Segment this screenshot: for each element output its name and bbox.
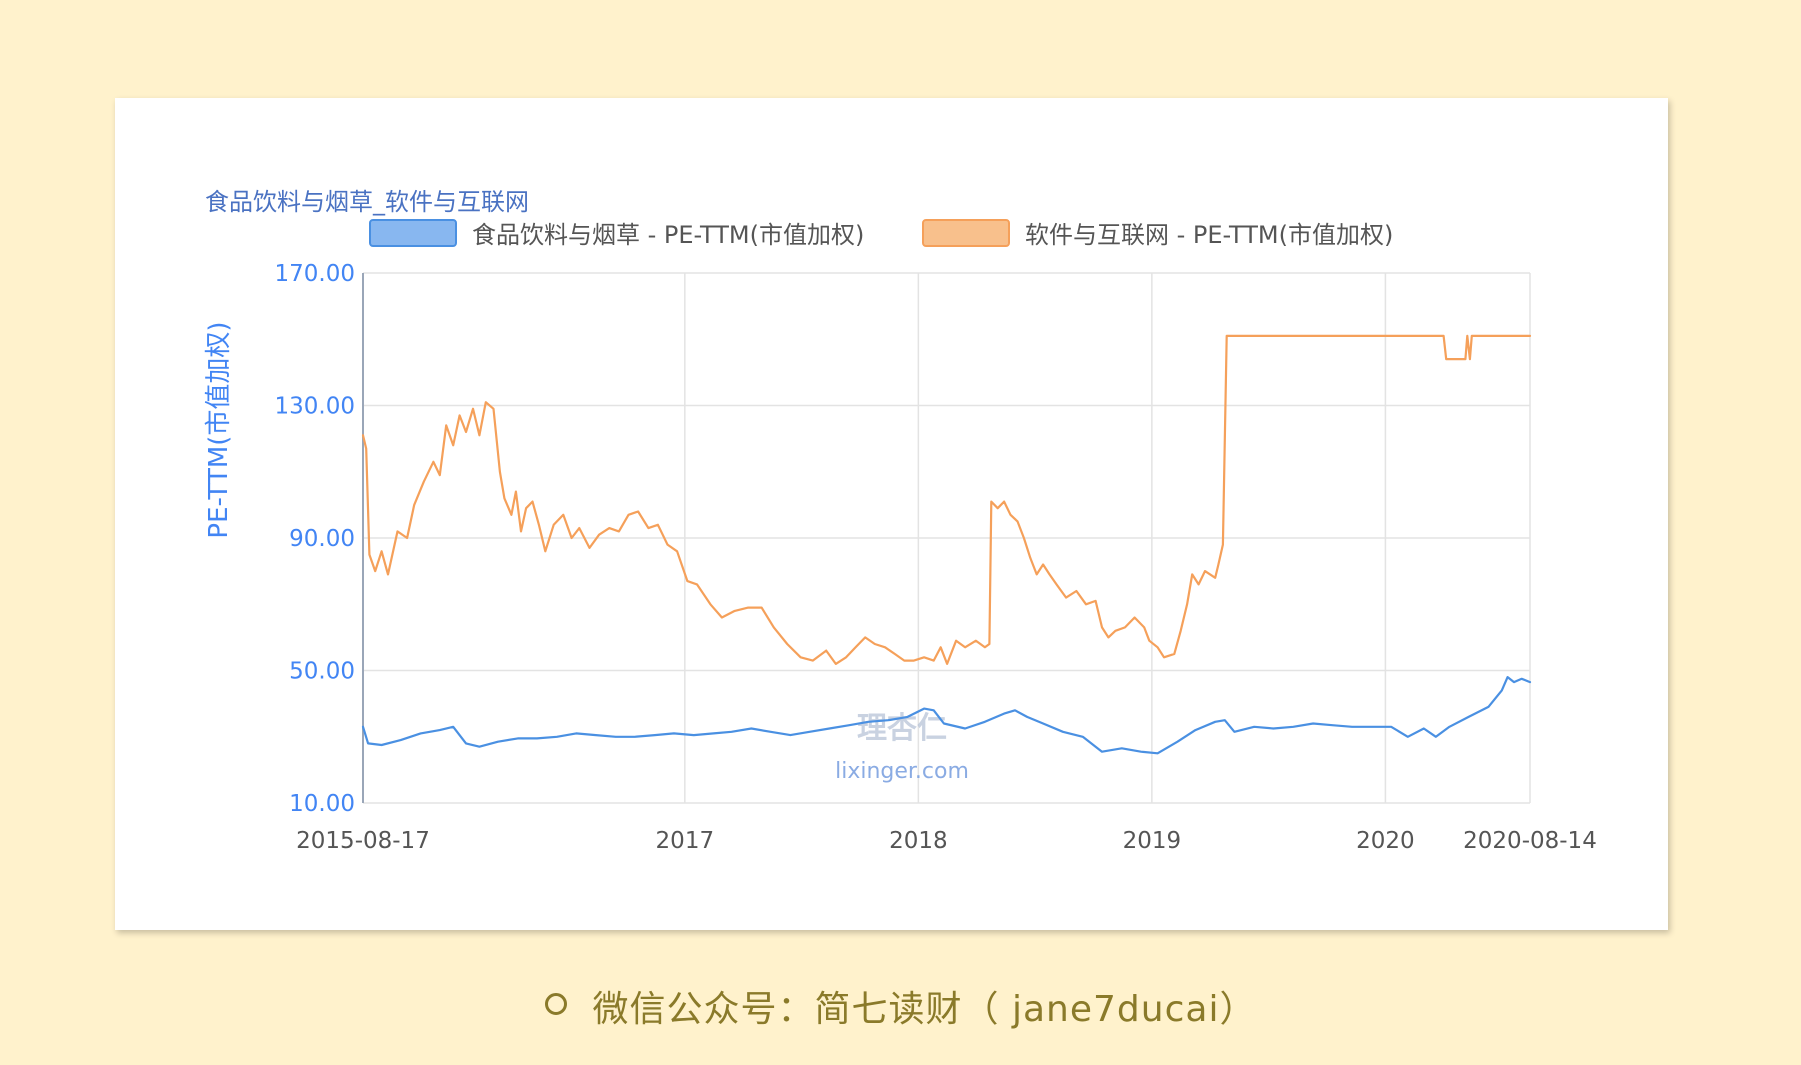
y-tick-label: 10.00 bbox=[289, 791, 355, 817]
circle-bullet-icon bbox=[544, 993, 567, 1015]
caption: 微信公众号：简七读财（ jane7ducai） bbox=[0, 980, 1801, 1032]
x-tick-label: 2019 bbox=[1123, 828, 1182, 854]
watermark: 理杏仁 lixinger.com bbox=[835, 711, 969, 784]
watermark-logo-text: 理杏仁 bbox=[857, 711, 947, 746]
x-tick-label: 2020-08-14 bbox=[1463, 828, 1597, 854]
legend-swatch-software[interactable] bbox=[922, 219, 1010, 247]
watermark-url: lixinger.com bbox=[835, 759, 969, 784]
y-tick-label: 50.00 bbox=[289, 659, 355, 685]
series-line-software-internet[interactable] bbox=[361, 334, 1532, 665]
chart-card: 食品饮料与烟草_软件与互联网 食品饮料与烟草 - PE-TTM(市值加权) 软件… bbox=[115, 98, 1668, 930]
y-axis-ticks: 170.00 130.00 90.00 50.00 10.00 bbox=[275, 261, 355, 817]
series-layer bbox=[361, 334, 1532, 755]
x-axis-ticks: 2015-08-17 2017 2018 2019 2020 2020-08-14 bbox=[296, 828, 1597, 854]
x-tick-label: 2015-08-17 bbox=[296, 828, 430, 854]
legend: 食品饮料与烟草 - PE-TTM(市值加权) 软件与互联网 - PE-TTM(市… bbox=[369, 219, 1393, 249]
y-tick-label: 90.00 bbox=[289, 526, 355, 552]
grid bbox=[362, 272, 1531, 804]
x-tick-label: 2017 bbox=[656, 828, 715, 854]
x-tick-label: 2020 bbox=[1356, 828, 1415, 854]
y-tick-label: 130.00 bbox=[275, 394, 355, 420]
y-tick-label: 170.00 bbox=[275, 261, 355, 287]
legend-swatch-food[interactable] bbox=[369, 219, 457, 247]
chart-title: 食品饮料与烟草_软件与互联网 bbox=[205, 188, 529, 216]
y-axis-label: PE-TTM(市值加权) bbox=[204, 321, 234, 538]
caption-text: 微信公众号：简七读财（ jane7ducai） bbox=[592, 989, 1257, 1030]
x-tick-label: 2018 bbox=[889, 828, 948, 854]
legend-label-software[interactable]: 软件与互联网 - PE-TTM(市值加权) bbox=[1025, 221, 1393, 249]
series-line-food-beverage[interactable] bbox=[361, 676, 1532, 755]
legend-label-food[interactable]: 食品饮料与烟草 - PE-TTM(市值加权) bbox=[472, 221, 864, 249]
chart-svg: 食品饮料与烟草_软件与互联网 食品饮料与烟草 - PE-TTM(市值加权) 软件… bbox=[204, 188, 1597, 854]
